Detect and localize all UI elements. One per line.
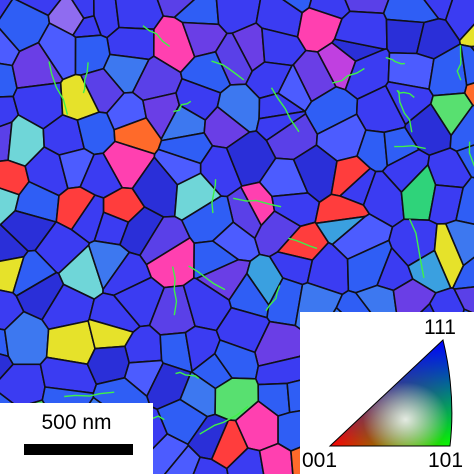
grain bbox=[277, 64, 313, 113]
twin-boundary bbox=[171, 266, 178, 316]
ipf-triangle bbox=[328, 339, 453, 447]
twin-boundary bbox=[468, 141, 474, 168]
ipf-label-001: 001 bbox=[302, 449, 338, 472]
twin-boundary bbox=[233, 197, 282, 208]
twin-boundary bbox=[64, 391, 115, 398]
twin-boundary bbox=[398, 90, 413, 133]
grain bbox=[192, 456, 229, 474]
scale-bar-label: 500 nm bbox=[41, 411, 112, 434]
grain bbox=[45, 320, 96, 366]
grain bbox=[455, 176, 474, 226]
twin-boundary bbox=[385, 56, 405, 65]
grain bbox=[444, 219, 474, 267]
ipf-label-111: 111 bbox=[424, 316, 456, 339]
twin-boundary bbox=[211, 60, 245, 81]
twin-boundary bbox=[288, 237, 318, 250]
twin-boundary bbox=[270, 87, 300, 133]
twin-boundary bbox=[173, 100, 192, 113]
scale-bar: 500 nm bbox=[0, 403, 153, 474]
twin-boundary bbox=[175, 371, 200, 380]
twin-boundary bbox=[142, 25, 171, 47]
twin-boundary bbox=[188, 265, 226, 291]
scale-bar-line bbox=[24, 444, 133, 455]
twin-boundary bbox=[211, 179, 217, 214]
twin-boundary bbox=[408, 218, 425, 279]
twin-boundary bbox=[332, 67, 365, 84]
grain bbox=[258, 442, 294, 474]
grain bbox=[0, 353, 14, 380]
twin-boundary bbox=[82, 62, 89, 94]
ipf-label-101: 101 bbox=[428, 449, 464, 472]
twin-boundary bbox=[48, 61, 69, 115]
twin-boundary bbox=[394, 144, 426, 150]
twin-boundary bbox=[456, 45, 462, 81]
grain bbox=[470, 45, 474, 52]
twin-boundary bbox=[199, 405, 249, 435]
grain bbox=[449, 104, 474, 153]
grain bbox=[114, 0, 165, 31]
twin-boundary bbox=[396, 89, 415, 98]
twin-boundary bbox=[265, 285, 281, 312]
ipf-color-key: 111 001 101 bbox=[300, 312, 474, 474]
